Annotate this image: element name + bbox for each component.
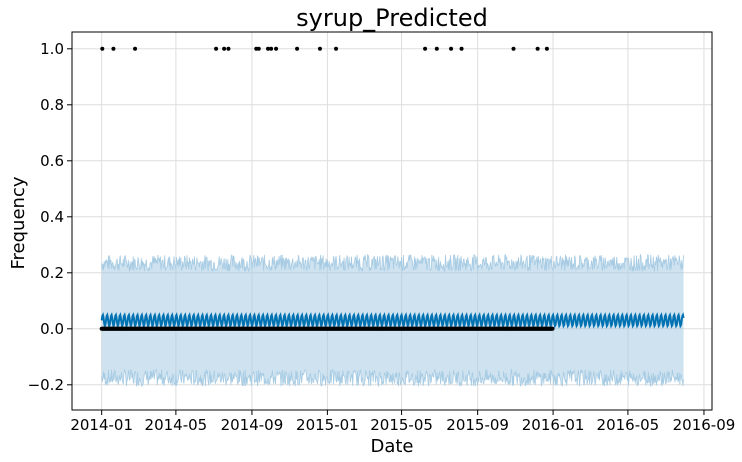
forecast-line-series [100, 312, 685, 329]
forecast-line [100, 312, 685, 329]
chart-title: syrup_Predicted [296, 4, 488, 32]
observed-point-one [459, 46, 464, 51]
y-tick-label: 0.6 [40, 152, 64, 170]
x-tick-label: 2016-09 [673, 416, 736, 434]
x-tick-label: 2014-09 [221, 416, 284, 434]
observed-point-one [295, 46, 300, 51]
x-tick-label: 2014-01 [70, 416, 133, 434]
observed-point-one [423, 46, 428, 51]
y-tick-label: 0.8 [40, 96, 64, 114]
observed-point-one [100, 46, 105, 51]
x-tick-label: 2016-05 [597, 416, 660, 434]
observed-point-one [434, 46, 439, 51]
x-tick-label: 2016-01 [522, 416, 585, 434]
observed-point-one [256, 46, 261, 51]
x-tick-label: 2014-05 [145, 416, 208, 434]
y-tick-label: 0.2 [40, 264, 64, 282]
interval-lower-line [101, 368, 684, 388]
interval-upper-line [101, 253, 684, 273]
observed-point-one [449, 46, 454, 51]
observed-point-one [222, 46, 227, 51]
x-axis-title: Date [370, 436, 413, 457]
observed-point-one [334, 46, 339, 51]
observed-point-one [214, 46, 219, 51]
plot-frame [71, 31, 713, 411]
observed-points-series [99, 46, 555, 331]
observed-point-one [317, 46, 322, 51]
observed-point-one [269, 46, 274, 51]
observed-point-one [266, 46, 271, 51]
y-axis-title: Frequency [8, 176, 29, 269]
x-tick-label: 2015-01 [296, 416, 359, 434]
observed-point-one [535, 46, 540, 51]
observed-point-one [274, 46, 279, 51]
y-tick-label: −0.2 [28, 376, 64, 394]
observed-point-one [133, 46, 138, 51]
y-tick-label: 0.4 [40, 208, 64, 226]
observed-point-one [111, 46, 116, 51]
observed-point-zero [550, 326, 555, 331]
y-tick-label: 1.0 [40, 40, 64, 58]
y-axis-ticks: −0.2 0.0 0.2 0.4 0.6 0.8 1.0 [28, 40, 72, 394]
observed-point-one [544, 46, 549, 51]
x-tick-label: 2015-09 [446, 416, 509, 434]
x-axis-ticks: 2014-01 2014-05 2014-09 2015-01 2015-05 2015-… [70, 410, 735, 434]
observed-point-one [226, 46, 231, 51]
observed-point-one [511, 46, 516, 51]
y-tick-label: 0.0 [40, 320, 64, 338]
x-tick-label: 2015-05 [370, 416, 433, 434]
